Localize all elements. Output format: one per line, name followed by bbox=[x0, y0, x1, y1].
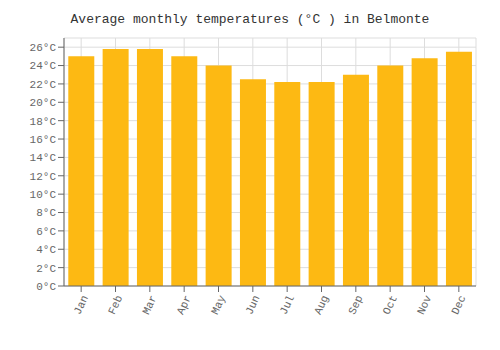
svg-text:Oct: Oct bbox=[381, 293, 400, 316]
svg-text:Nov: Nov bbox=[415, 293, 434, 316]
svg-text:Sep: Sep bbox=[346, 293, 365, 316]
svg-text:Jan: Jan bbox=[72, 293, 91, 316]
svg-text:4°C: 4°C bbox=[36, 244, 56, 256]
svg-text:22°C: 22°C bbox=[30, 79, 57, 91]
svg-text:8°C: 8°C bbox=[36, 207, 56, 219]
svg-text:14°C: 14°C bbox=[30, 152, 57, 164]
html-text:Average monthly temperatures (: Average monthly temperatures (°C ) in Be… bbox=[70, 12, 430, 27]
svg-text:18°C: 18°C bbox=[30, 116, 57, 128]
svg-text:Aug: Aug bbox=[312, 293, 331, 316]
svg-text:Feb: Feb bbox=[106, 293, 125, 316]
svg-text:May: May bbox=[209, 293, 228, 316]
svg-text:24°C: 24°C bbox=[30, 60, 57, 72]
svg-text:2°C: 2°C bbox=[36, 263, 56, 275]
svg-text:Dec: Dec bbox=[449, 293, 468, 316]
svg-text:12°C: 12°C bbox=[30, 171, 57, 183]
svg-text:Jul: Jul bbox=[278, 293, 297, 316]
svg-text:6°C: 6°C bbox=[36, 226, 56, 238]
svg-text:Apr: Apr bbox=[175, 293, 194, 316]
svg-text:Jun: Jun bbox=[243, 293, 262, 316]
svg-text:Mar: Mar bbox=[140, 293, 159, 316]
svg-text:10°C: 10°C bbox=[30, 189, 57, 201]
svg-text:26°C: 26°C bbox=[30, 42, 57, 54]
svg-text:16°C: 16°C bbox=[30, 134, 57, 146]
svg-text:0°C: 0°C bbox=[36, 281, 56, 293]
svg-text:20°C: 20°C bbox=[30, 97, 57, 109]
